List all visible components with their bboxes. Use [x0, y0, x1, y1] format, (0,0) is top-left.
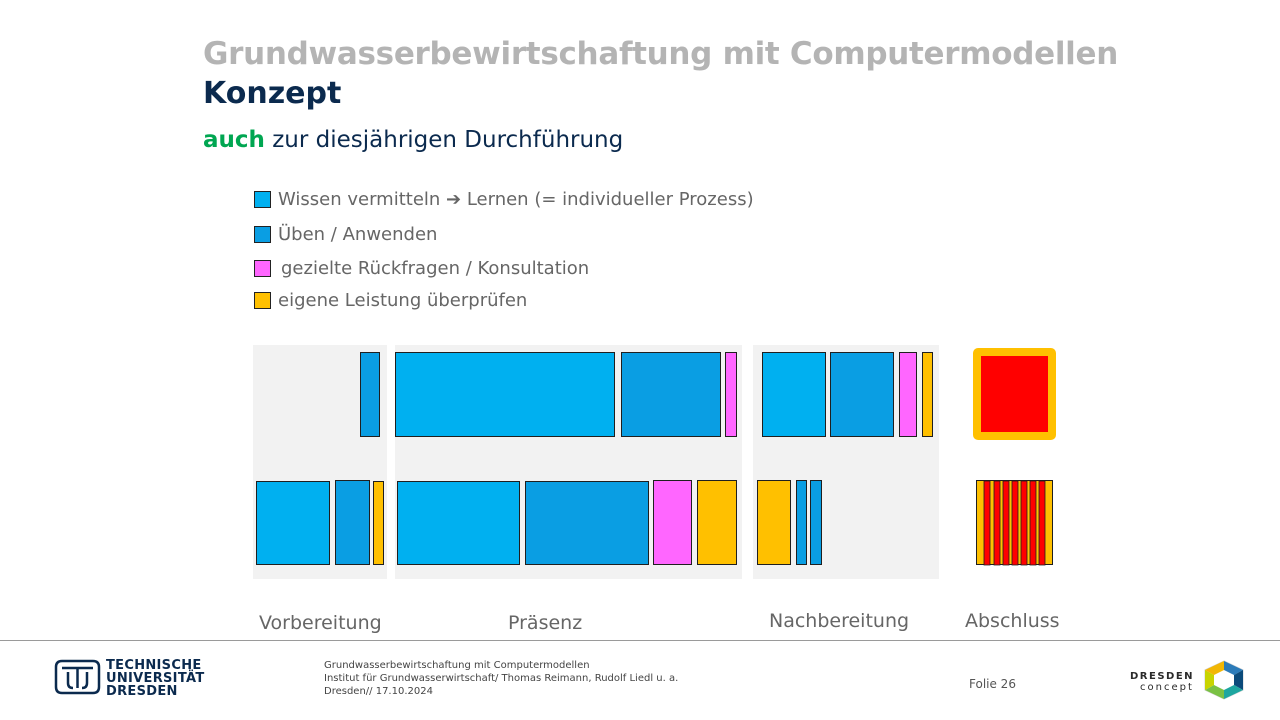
tu-dresden-logo-icon — [54, 659, 101, 695]
legend-swatch-ueben — [254, 225, 271, 243]
block-rueckfragen — [899, 352, 917, 437]
university-line: DRESDEN — [106, 684, 178, 699]
block-wissen — [397, 481, 520, 565]
legend-item-ueben: Üben / Anwenden — [254, 223, 437, 245]
block-ueben — [360, 352, 380, 437]
block-abschluss-striped — [976, 480, 1053, 566]
block-wissen — [395, 352, 615, 437]
intro-highlight: auch — [203, 127, 265, 153]
block-ueben — [830, 352, 894, 437]
university-line: UNIVERSITÄT — [106, 671, 205, 686]
university-line: TECHNISCHE — [106, 658, 202, 673]
slide-subtitle: Konzept — [203, 76, 342, 111]
block-pruefen — [373, 481, 384, 565]
legend-item-wissen: Wissen vermitteln ➔ Lernen (= individuel… — [254, 188, 754, 210]
block-abschluss-exam — [973, 348, 1056, 440]
block-ueben — [335, 480, 370, 565]
phase-label-praesenz: Präsenz — [508, 612, 583, 634]
dresden-concept-logo-icon — [1204, 660, 1244, 700]
footer-course: Grundwasserbewirtschaftung mit Computerm… — [324, 660, 590, 671]
dresden-concept-text: DRESDEN concept — [1130, 671, 1194, 693]
phase-label-vorbereitung: Vorbereitung — [259, 612, 382, 634]
legend-label: Wissen vermitteln ➔ Lernen (= individuel… — [278, 188, 754, 210]
phase-label-nachbereitung: Nachbereitung — [769, 610, 910, 632]
block-pruefen — [922, 352, 933, 437]
intro-line: auch zur diesjährigen Durchführung — [203, 127, 623, 153]
block-ueben — [810, 480, 822, 565]
block-rueckfragen — [725, 352, 737, 437]
legend-item-rueckfragen: gezielte Rückfragen / Konsultation — [254, 257, 589, 279]
block-pruefen — [757, 480, 791, 565]
legend-swatch-pruefen — [254, 291, 271, 309]
slide-number: Folie 26 — [969, 677, 1016, 691]
block-pruefen — [697, 480, 737, 565]
block-ueben — [525, 481, 649, 565]
footer-info: Grundwasserbewirtschaftung mit Computerm… — [324, 659, 678, 698]
partner-line: concept — [1140, 682, 1194, 693]
phase-label-abschluss: Abschluss — [965, 610, 1060, 632]
legend-label: gezielte Rückfragen / Konsultation — [281, 257, 590, 279]
block-abschluss-inner — [981, 356, 1048, 432]
footer-divider — [0, 640, 1280, 641]
block-wissen — [256, 481, 330, 565]
intro-text: zur diesjährigen Durchführung — [264, 127, 624, 153]
block-ueben — [621, 352, 721, 437]
block-rueckfragen — [653, 480, 692, 565]
footer-date: Dresden// 17.10.2024 — [324, 686, 433, 697]
legend-swatch-rueckfragen — [254, 259, 271, 277]
legend-label: Üben / Anwenden — [278, 223, 438, 245]
partner-line: DRESDEN — [1130, 671, 1195, 682]
block-ueben — [796, 480, 807, 565]
legend-item-pruefen: eigene Leistung überprüfen — [254, 289, 527, 311]
footer-institute: Institut für Grundwasserwirtschaft/ Thom… — [324, 673, 679, 684]
legend-label: eigene Leistung überprüfen — [278, 289, 528, 311]
legend-swatch-wissen — [254, 190, 271, 208]
university-name: TECHNISCHE UNIVERSITÄT DRESDEN — [106, 659, 205, 698]
slide-title: Grundwasserbewirtschaftung mit Computerm… — [203, 36, 1119, 72]
block-wissen — [762, 352, 826, 437]
